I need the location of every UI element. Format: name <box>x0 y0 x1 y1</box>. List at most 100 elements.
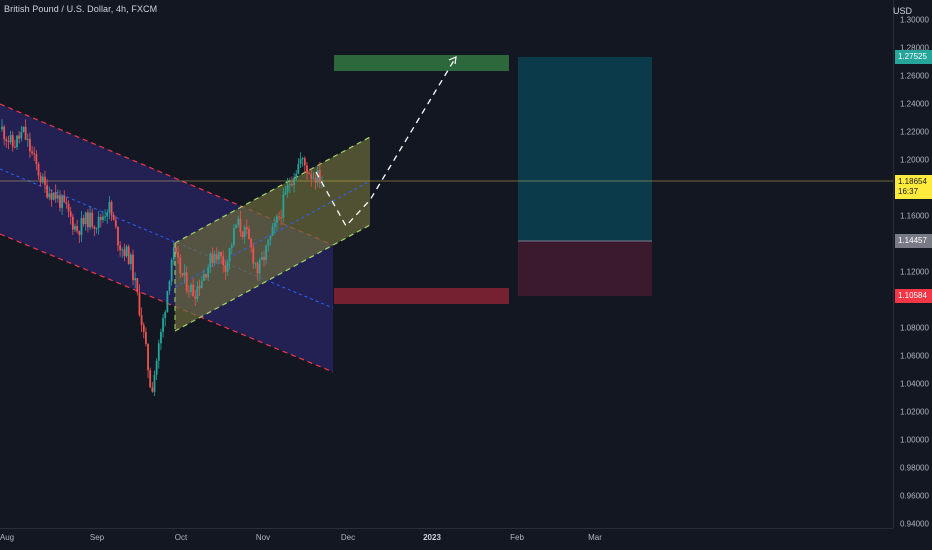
price-axis-tick: 1.22000 <box>900 127 929 137</box>
candle-body <box>168 281 171 291</box>
candle-body <box>310 174 313 179</box>
candle-body <box>282 194 285 218</box>
candle-body <box>147 343 149 371</box>
time-axis-tick: Oct <box>174 533 188 542</box>
candle-body <box>237 218 240 225</box>
candle-body <box>82 218 85 225</box>
candle-body <box>164 311 167 319</box>
candle-body <box>127 246 130 265</box>
candle-body <box>16 135 18 148</box>
candle-body <box>295 173 298 179</box>
candle-body <box>303 158 306 166</box>
price-axis-tick: 1.12000 <box>900 267 929 277</box>
candle-body <box>177 252 180 258</box>
candle-body <box>65 202 68 204</box>
ascending-channel-upper-line[interactable] <box>174 136 371 244</box>
candle-body <box>286 184 289 192</box>
time-axis-tick: Aug <box>0 533 15 542</box>
candle-body <box>245 227 248 230</box>
candle-body <box>144 332 147 344</box>
time-axis-tick: Sep <box>89 533 105 542</box>
candle-body <box>213 254 216 263</box>
candle-body <box>74 226 76 230</box>
candle-body <box>132 254 134 281</box>
candle-body <box>13 146 16 148</box>
candle-body <box>44 176 46 186</box>
candle-body <box>69 211 72 217</box>
candle-body <box>99 216 102 220</box>
candle-body <box>194 296 197 299</box>
candle-body <box>151 387 154 392</box>
candle-body <box>78 231 81 235</box>
candle-body <box>9 135 12 143</box>
candle-body <box>138 292 141 316</box>
candle-body <box>95 228 98 230</box>
candle-body <box>39 175 42 183</box>
candle-body <box>200 280 203 289</box>
candle-body <box>179 257 182 274</box>
candle-body <box>175 247 177 253</box>
current-price-tag: 1.18654 16:37 <box>895 175 932 199</box>
time-axis-tick: Nov <box>255 533 271 542</box>
candle-body <box>228 247 231 262</box>
price-axis-border <box>893 0 894 528</box>
candle-body <box>48 193 51 198</box>
price-axis-tick: 1.20000 <box>900 155 929 165</box>
ascending-channel-lower-line[interactable] <box>174 224 371 332</box>
candle-body <box>20 132 23 139</box>
price-axis-tick: 1.00000 <box>900 435 929 445</box>
candle-body <box>104 216 106 218</box>
target-zone[interactable] <box>334 55 509 71</box>
candle-body <box>59 195 61 208</box>
candle-body <box>284 191 287 195</box>
candle-body <box>248 229 250 239</box>
time-axis-tick: 2023 <box>423 533 441 542</box>
candle-body <box>185 272 188 291</box>
price-axis-tick: 1.08000 <box>900 323 929 333</box>
candlestick-series[interactable] <box>1 119 323 397</box>
candle-body <box>155 360 158 375</box>
candle-body <box>288 184 291 186</box>
candle-body <box>22 126 25 133</box>
candle-body <box>260 256 263 260</box>
position-profit-zone[interactable] <box>518 57 652 241</box>
candle-body <box>162 318 164 332</box>
price-axis-tick: 1.24000 <box>900 99 929 109</box>
candle-body <box>220 251 222 257</box>
candle-body <box>54 192 57 199</box>
candle-body <box>209 253 212 268</box>
candle-body <box>7 141 10 143</box>
candle-body <box>181 273 184 276</box>
candle-body <box>56 195 59 199</box>
candle-body <box>275 216 278 223</box>
time-axis-tick: Dec <box>340 533 356 542</box>
projection-path[interactable] <box>315 56 457 228</box>
candle-body <box>63 195 66 203</box>
candle-body <box>254 263 257 265</box>
stop-zone[interactable] <box>334 288 509 304</box>
candle-body <box>243 227 246 237</box>
candle-body <box>233 228 235 245</box>
candle-body <box>11 135 14 147</box>
position-loss-zone[interactable] <box>518 241 652 296</box>
candle-body <box>196 286 199 299</box>
candle-body <box>153 374 156 392</box>
candle-body <box>258 259 261 274</box>
candle-body <box>205 273 207 278</box>
candle-body <box>299 158 302 165</box>
price-axis-tick: 1.06000 <box>900 351 929 361</box>
candle-body <box>91 212 94 227</box>
candle-body <box>297 164 300 174</box>
candle-body <box>235 224 237 229</box>
price-axis-tick: 0.96000 <box>900 491 929 501</box>
candle-body <box>121 249 124 251</box>
candle-body <box>293 178 295 186</box>
candle-body <box>140 315 143 325</box>
candle-body <box>136 278 139 293</box>
candle-body <box>291 184 293 186</box>
candle-body <box>250 238 253 248</box>
candle-body <box>97 216 100 229</box>
price-axis-tick: 1.16000 <box>900 211 929 221</box>
entry-price-tag: 1.14457 <box>895 234 932 248</box>
